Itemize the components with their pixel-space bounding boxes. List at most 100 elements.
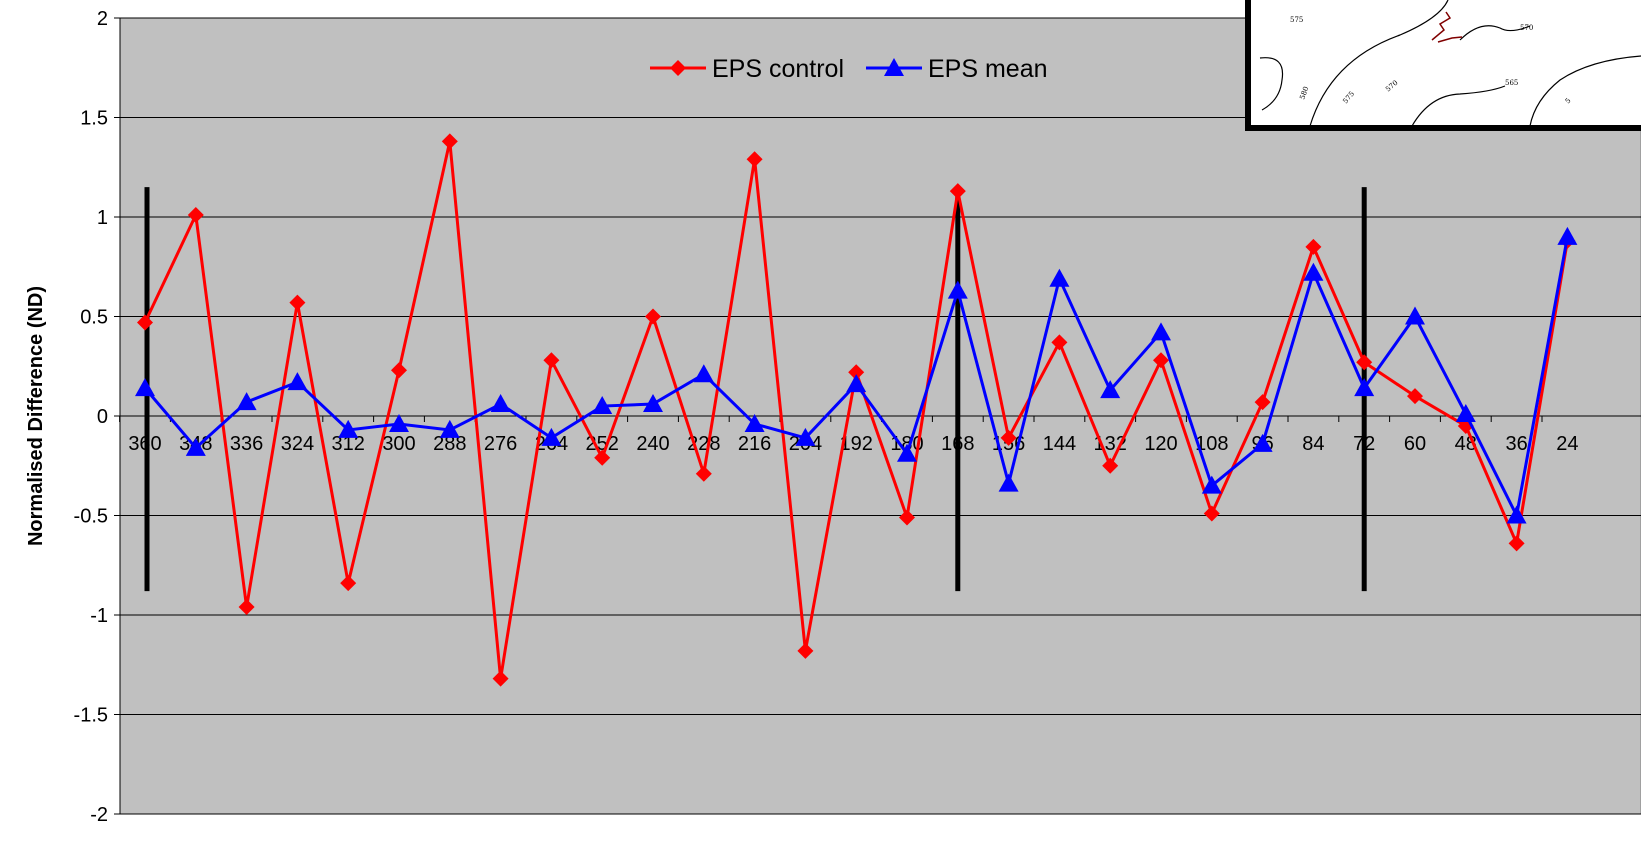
data-point — [695, 465, 712, 482]
data-point — [490, 394, 511, 413]
data-point — [1051, 334, 1068, 351]
x-tick-label: 276 — [484, 433, 517, 455]
y-axis-ticks: 2 1.5 1 0.5 0 -0.5 -1 -1.5 -2 — [74, 8, 121, 826]
y-tick-label: 0 — [97, 406, 108, 428]
data-point — [1356, 354, 1373, 371]
x-tick-label: 36 — [1505, 433, 1527, 455]
y-tick-label: 1 — [97, 207, 108, 229]
x-tick-label: 60 — [1404, 433, 1426, 455]
data-point — [391, 362, 407, 379]
data-point — [693, 364, 714, 383]
contour-label: 5 — [1564, 97, 1573, 106]
data-point — [1102, 457, 1119, 474]
data-point — [1049, 268, 1070, 287]
x-tick-label: 84 — [1302, 433, 1324, 455]
series-layer — [135, 133, 1578, 687]
data-point — [645, 308, 661, 325]
x-tick-label: 300 — [382, 433, 415, 455]
x-tick-label: 312 — [332, 433, 365, 455]
x-tick-label: 192 — [840, 433, 873, 455]
legend-marker — [884, 58, 904, 76]
contour-line — [1459, 25, 1531, 41]
data-point — [1506, 505, 1527, 524]
inset-map-frame — [1245, 0, 1641, 131]
y-tick-label: 1.5 — [80, 108, 108, 130]
data-point — [1252, 433, 1273, 452]
data-point — [592, 396, 613, 415]
contour-label: 570 — [1520, 24, 1533, 32]
data-point — [1508, 535, 1525, 552]
data-point — [744, 413, 765, 432]
legend-marker — [670, 60, 686, 76]
data-point — [287, 372, 308, 391]
x-tick-label: 108 — [1195, 433, 1228, 455]
data-point — [289, 294, 306, 311]
data-point — [137, 314, 153, 331]
data-point — [899, 509, 915, 526]
series-eps-control — [137, 133, 1576, 687]
data-point — [543, 352, 560, 369]
y-tick-label: 0.5 — [80, 307, 108, 329]
legend-label: EPS control — [712, 55, 844, 83]
data-point — [238, 599, 255, 616]
data-point — [1203, 505, 1220, 522]
data-point — [643, 394, 663, 413]
data-point — [1201, 475, 1222, 494]
x-tick-label: 288 — [433, 433, 466, 455]
data-point — [848, 364, 865, 381]
data-point — [338, 419, 359, 438]
data-point — [998, 473, 1019, 492]
x-tick-label: 240 — [636, 433, 669, 455]
data-point — [492, 670, 509, 687]
data-point — [795, 427, 816, 446]
data-point — [1151, 322, 1171, 341]
y-axis-title: Normalised Difference (ND) — [25, 286, 47, 546]
legend-item-eps-control: EPS control — [650, 55, 844, 83]
data-point — [135, 378, 155, 397]
data-point — [439, 419, 460, 438]
contour-line — [1529, 55, 1641, 127]
contour-line — [1259, 57, 1284, 111]
data-point — [594, 449, 611, 466]
data-point — [1303, 262, 1324, 281]
contour-label: 565 — [1505, 79, 1518, 87]
data-point — [949, 183, 966, 200]
legend: EPS control EPS mean — [650, 55, 1048, 83]
data-point — [947, 280, 968, 299]
data-point — [1254, 394, 1271, 411]
x-tick-label: 216 — [738, 433, 771, 455]
y-tick-label: -0.5 — [74, 506, 108, 528]
data-point — [541, 427, 562, 446]
data-point — [897, 443, 917, 462]
y-tick-label: -1 — [90, 605, 108, 627]
data-point — [1100, 380, 1121, 399]
data-point — [746, 151, 763, 168]
contour-label: 575 — [1290, 16, 1303, 24]
data-point — [340, 575, 357, 592]
data-point — [185, 437, 206, 456]
data-point — [1405, 306, 1425, 325]
data-point — [1000, 429, 1017, 446]
data-point — [441, 133, 458, 150]
y-tick-label: -2 — [90, 804, 108, 826]
contour-line — [1309, 0, 1449, 127]
legend-item-eps-mean: EPS mean — [866, 55, 1048, 83]
series-eps-mean — [135, 226, 1578, 524]
data-point — [187, 207, 204, 224]
data-point — [846, 374, 867, 393]
data-point — [1153, 352, 1169, 369]
x-tick-label: 24 — [1556, 433, 1578, 455]
x-tick-label: 336 — [230, 433, 263, 455]
data-point — [1305, 238, 1322, 255]
data-point — [389, 413, 409, 432]
data-point — [236, 392, 257, 411]
data-point — [1407, 388, 1423, 405]
x-axis: 3603483363243123002882762642522402282162… — [119, 415, 1641, 455]
data-point — [1557, 226, 1578, 245]
data-point — [797, 642, 814, 659]
data-point — [1455, 404, 1476, 423]
inset-map: 575 570 565 580 575 570 5 — [1245, 0, 1641, 131]
legend-label: EPS mean — [928, 55, 1048, 83]
x-tick-label: 144 — [1043, 433, 1076, 455]
